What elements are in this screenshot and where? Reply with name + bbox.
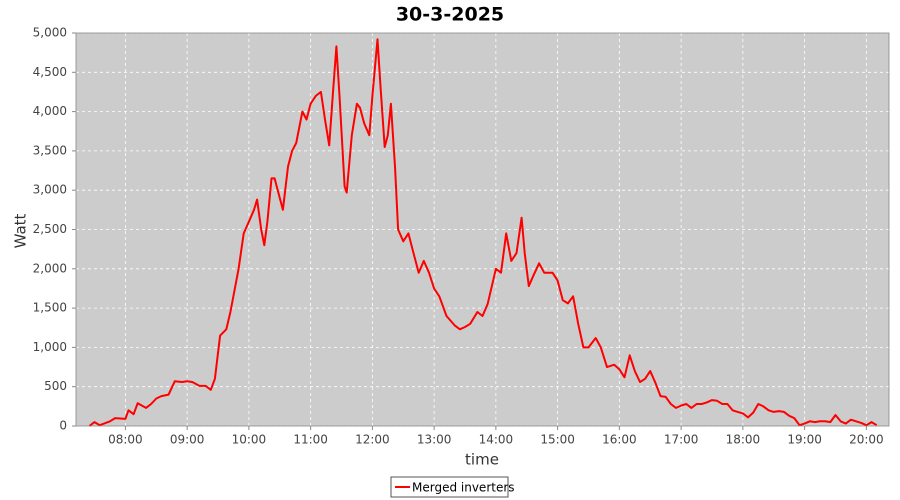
- x-tick-label: 15:00: [540, 433, 575, 447]
- x-tick-label: 08:00: [108, 433, 143, 447]
- legend-label: Merged inverters: [412, 481, 515, 495]
- y-tick-label: 4,500: [33, 65, 67, 79]
- chart-title: 30-3-2025: [396, 4, 504, 26]
- y-tick-label: 500: [44, 379, 67, 393]
- x-tick-label: 20:00: [849, 433, 884, 447]
- plot-area: [76, 33, 889, 426]
- line: [88, 38, 878, 427]
- x-tick-label: 14:00: [479, 433, 514, 447]
- y-tick-label: 2,500: [33, 222, 67, 236]
- x-tick-label: 12:00: [355, 433, 390, 447]
- x-tick-label: 13:00: [417, 433, 452, 447]
- plot-border: [75, 32, 890, 427]
- x-tick-label: 16:00: [602, 433, 637, 447]
- legend: [390, 476, 509, 498]
- y-tick-label: 1,000: [33, 340, 67, 354]
- y-axis-label: Watt: [12, 213, 30, 248]
- x-tick-label: 18:00: [726, 433, 761, 447]
- y-tick-label: 1,500: [33, 301, 67, 315]
- x-tick-label: 17:00: [664, 433, 699, 447]
- y-tick-label: 3,000: [33, 183, 67, 197]
- x-tick-label: 19:00: [787, 433, 822, 447]
- x-tick-label: 10:00: [232, 433, 267, 447]
- y-tick-label: 4,000: [33, 104, 67, 118]
- x-tick-label: 11:00: [293, 433, 328, 447]
- y-tick-label: 3,500: [33, 143, 67, 157]
- y-tick-label: 0: [59, 419, 67, 433]
- x-tick-label: 09:00: [170, 433, 205, 447]
- y-tick-label: 5,000: [33, 26, 67, 40]
- x-axis-label: time: [465, 451, 499, 469]
- y-tick-label: 2,000: [33, 261, 67, 275]
